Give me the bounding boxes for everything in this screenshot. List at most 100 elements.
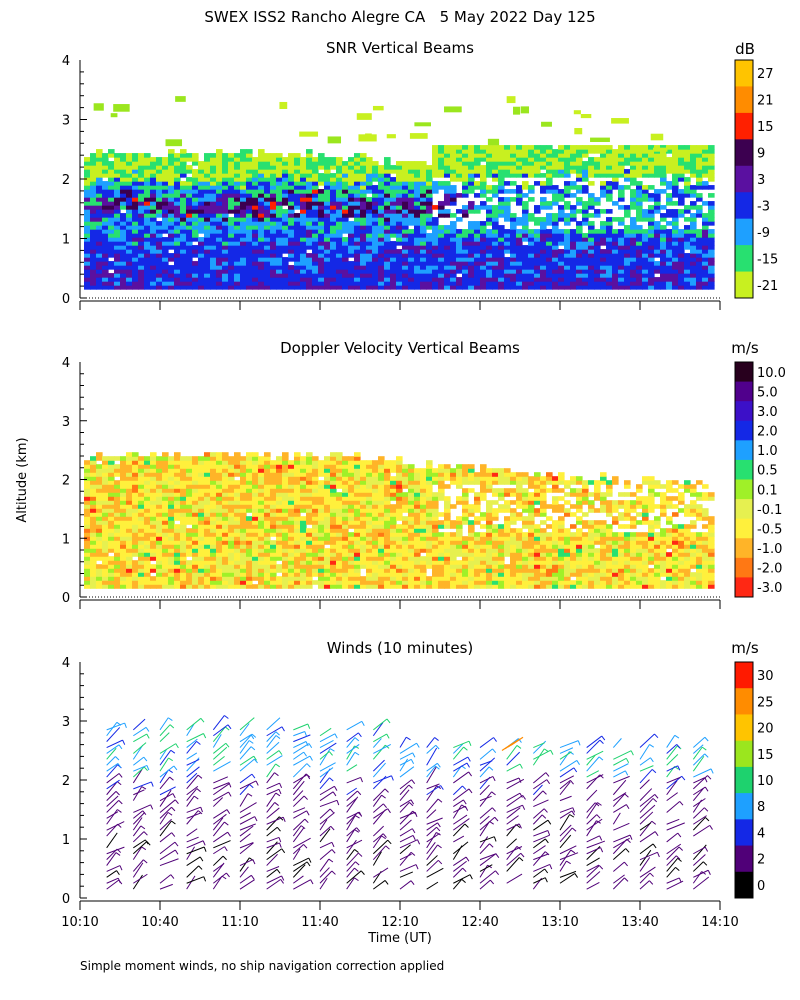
snr-cell <box>570 185 577 190</box>
doppler-cell <box>360 476 367 481</box>
doppler-cell <box>168 536 175 541</box>
doppler-cell <box>144 520 151 525</box>
doppler-cell <box>318 580 325 585</box>
snr-cell <box>438 173 445 178</box>
doppler-cell <box>324 532 331 537</box>
doppler-cell <box>90 504 97 509</box>
snr-cell <box>168 245 175 250</box>
doppler-cell <box>222 460 229 465</box>
snr-cell <box>402 205 409 210</box>
snr-cell <box>408 229 415 234</box>
snr-cell <box>684 225 691 230</box>
snr-cell <box>150 209 157 214</box>
snr-cell <box>366 285 373 290</box>
doppler-cell <box>84 568 91 573</box>
snr-cell <box>624 225 631 230</box>
snr-cell <box>264 201 271 206</box>
snr-cell <box>468 221 475 226</box>
doppler-cell <box>84 512 91 517</box>
snr-cell <box>144 177 151 182</box>
doppler-cell <box>288 512 295 517</box>
snr-cell <box>396 209 403 214</box>
snr-cell <box>102 249 109 254</box>
doppler-cell <box>198 536 205 541</box>
snr-cell <box>246 217 253 222</box>
snr-cell <box>636 153 643 158</box>
snr-cell <box>480 277 487 282</box>
snr-cell <box>204 245 211 250</box>
doppler-cell <box>150 540 157 545</box>
doppler-cell <box>84 524 91 529</box>
snr-cell <box>648 173 655 178</box>
doppler-cell <box>198 468 205 473</box>
snr-cell <box>594 245 601 250</box>
snr-cell <box>210 265 217 270</box>
snr-cell <box>234 217 241 222</box>
doppler-cell <box>198 552 205 557</box>
doppler-cell <box>180 516 187 521</box>
doppler-cell <box>204 492 211 497</box>
snr-cell <box>438 153 445 158</box>
doppler-cell <box>90 464 97 469</box>
snr-cell <box>312 221 319 226</box>
snr-cell <box>90 277 97 282</box>
snr-cell <box>342 229 349 234</box>
snr-cell <box>618 189 625 194</box>
snr-cell <box>144 241 151 246</box>
snr-cell <box>282 165 289 170</box>
snr-cell <box>576 237 583 242</box>
doppler-cell <box>318 516 325 521</box>
snr-cell <box>162 181 169 186</box>
doppler-cell <box>312 520 319 525</box>
snr-cell <box>474 233 481 238</box>
snr-cell <box>492 149 499 154</box>
snr-cell <box>660 281 667 286</box>
snr-cell <box>474 281 481 286</box>
snr-cell <box>168 201 175 206</box>
snr-cell <box>678 165 685 170</box>
doppler-cell <box>204 584 211 589</box>
doppler-cell <box>204 512 211 517</box>
doppler-cell <box>90 476 97 481</box>
snr-cell <box>510 157 517 162</box>
doppler-cell <box>258 508 265 513</box>
snr-cell <box>114 245 121 250</box>
snr-cell <box>516 245 523 250</box>
snr-cell <box>696 265 703 270</box>
doppler-cell <box>168 492 175 497</box>
snr-cell <box>240 253 247 258</box>
doppler-cell <box>228 572 235 577</box>
snr-cell <box>702 233 709 238</box>
snr-cell <box>180 273 187 278</box>
doppler-cell <box>168 548 175 553</box>
doppler-cell <box>324 496 331 501</box>
doppler-cell <box>342 548 349 553</box>
snr-cell <box>606 241 613 246</box>
doppler-cell <box>282 520 289 525</box>
snr-cell <box>114 173 121 178</box>
doppler-cell <box>360 532 367 537</box>
snr-cell <box>630 149 637 154</box>
snr-cell <box>198 185 205 190</box>
doppler-cell <box>114 532 121 537</box>
snr-cell <box>270 273 277 278</box>
snr-cell <box>672 285 679 290</box>
doppler-cell <box>174 476 181 481</box>
snr-cell <box>648 165 655 170</box>
colorbar-segment <box>735 245 753 273</box>
doppler-cell <box>336 464 343 469</box>
snr-cell <box>408 221 415 226</box>
snr-cell <box>258 277 265 282</box>
snr-cell <box>696 193 703 198</box>
doppler-cell <box>138 576 145 581</box>
snr-cell <box>288 237 295 242</box>
doppler-cell <box>282 464 289 469</box>
snr-cell <box>138 245 145 250</box>
doppler-cell <box>234 552 241 557</box>
doppler-cell <box>108 496 115 501</box>
snr-cell <box>270 189 277 194</box>
snr-cell <box>318 261 325 266</box>
snr-cell <box>588 285 595 290</box>
snr-cell <box>288 225 295 230</box>
